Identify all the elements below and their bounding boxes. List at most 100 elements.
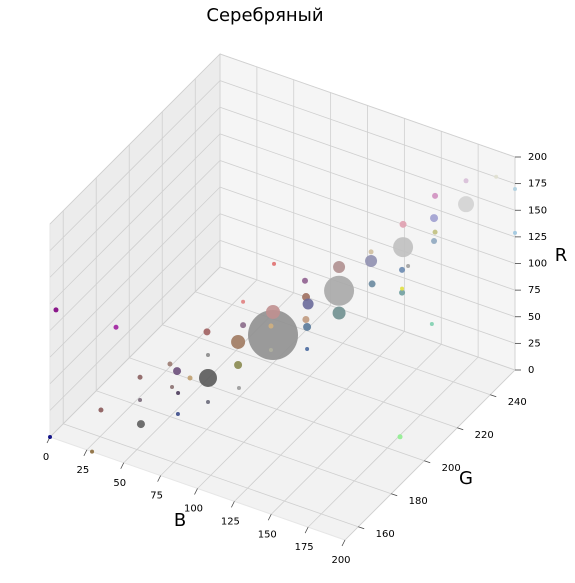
tick-mark [120, 462, 125, 469]
z-tick-label: 25 [528, 338, 541, 349]
grid-line [219, 160, 516, 264]
point [368, 249, 374, 255]
grid-line [234, 331, 405, 502]
point [393, 237, 414, 258]
x-tick-label: 0 [43, 452, 49, 463]
point [136, 420, 145, 429]
x-tick-label: 75 [150, 491, 163, 502]
x-tick-label: 125 [221, 516, 240, 527]
x-axis-label: B [174, 510, 186, 531]
grid-line [270, 343, 442, 515]
tick-mark [358, 526, 365, 530]
y-tick-label: 200 [442, 463, 461, 474]
z-tick-label: 125 [528, 232, 547, 243]
point [167, 361, 173, 367]
tick-mark [157, 475, 161, 482]
y-tick-label: 220 [475, 430, 494, 441]
point [397, 434, 403, 440]
point [187, 375, 193, 381]
point [170, 385, 175, 390]
grid-line [162, 324, 458, 429]
grid-line [49, 160, 221, 331]
point [234, 361, 243, 370]
point [430, 214, 439, 223]
point [399, 289, 406, 296]
grid-line [49, 53, 221, 225]
y-tick-label: 240 [508, 397, 527, 408]
point [138, 397, 143, 402]
point [332, 306, 346, 320]
x-tick-label: 25 [77, 465, 90, 476]
tick-mark [457, 427, 464, 431]
point [240, 322, 247, 329]
point [400, 286, 405, 291]
grid-line [219, 186, 516, 291]
point [203, 328, 211, 336]
point [513, 186, 517, 191]
grid-line [49, 186, 221, 358]
point [406, 263, 411, 268]
point [205, 352, 210, 357]
tick-mark [391, 493, 398, 497]
point [365, 255, 378, 268]
grid-line [219, 53, 516, 158]
point [48, 435, 52, 439]
x-tick-label: 200 [331, 555, 350, 566]
z-tick-label: 0 [528, 365, 534, 376]
x-tick-label: 150 [258, 529, 277, 540]
y-axis-label: G [459, 468, 473, 489]
point [268, 323, 274, 329]
grid-line [344, 369, 516, 541]
z-tick-label: 50 [528, 312, 541, 323]
tick-mark [424, 460, 431, 464]
grid-line [197, 318, 368, 489]
point [173, 367, 182, 376]
z-tick-label: 100 [528, 259, 547, 270]
grid-line [219, 133, 516, 238]
point [458, 196, 475, 213]
grid-line [63, 423, 359, 528]
point [302, 298, 314, 310]
point [432, 192, 439, 199]
point [176, 391, 181, 396]
grid-line [219, 106, 516, 211]
grid-line [219, 80, 516, 185]
point [137, 374, 143, 380]
tick-mark [341, 539, 346, 547]
grid-line [160, 305, 331, 476]
z-tick-label: 150 [528, 205, 547, 216]
point [463, 178, 469, 184]
tick-mark [490, 394, 497, 398]
z-tick-label: 175 [528, 179, 547, 190]
z-tick-label: 75 [528, 285, 541, 296]
point [266, 304, 281, 319]
point [98, 407, 104, 413]
grid-line [195, 291, 491, 396]
point [429, 322, 434, 327]
point [303, 322, 312, 331]
point [305, 347, 310, 352]
z-axis-label: R [555, 245, 568, 266]
x-tick-label: 175 [295, 542, 314, 553]
z-tick-label: 200 [528, 152, 547, 163]
tick-mark [194, 488, 198, 495]
grid-line [49, 133, 221, 305]
x-tick-label: 100 [184, 504, 203, 515]
point [268, 348, 273, 353]
point [333, 260, 346, 273]
point [206, 399, 211, 404]
chart-title: Серебряный [206, 5, 323, 26]
point [432, 229, 438, 235]
point [241, 299, 246, 304]
tick-mark [231, 501, 235, 508]
point [302, 316, 310, 324]
point [272, 261, 277, 266]
point [494, 174, 499, 179]
point [431, 237, 438, 244]
point [90, 449, 95, 454]
grid-line [49, 266, 221, 438]
tick-mark [267, 514, 272, 521]
point [368, 280, 376, 288]
point [513, 230, 517, 235]
